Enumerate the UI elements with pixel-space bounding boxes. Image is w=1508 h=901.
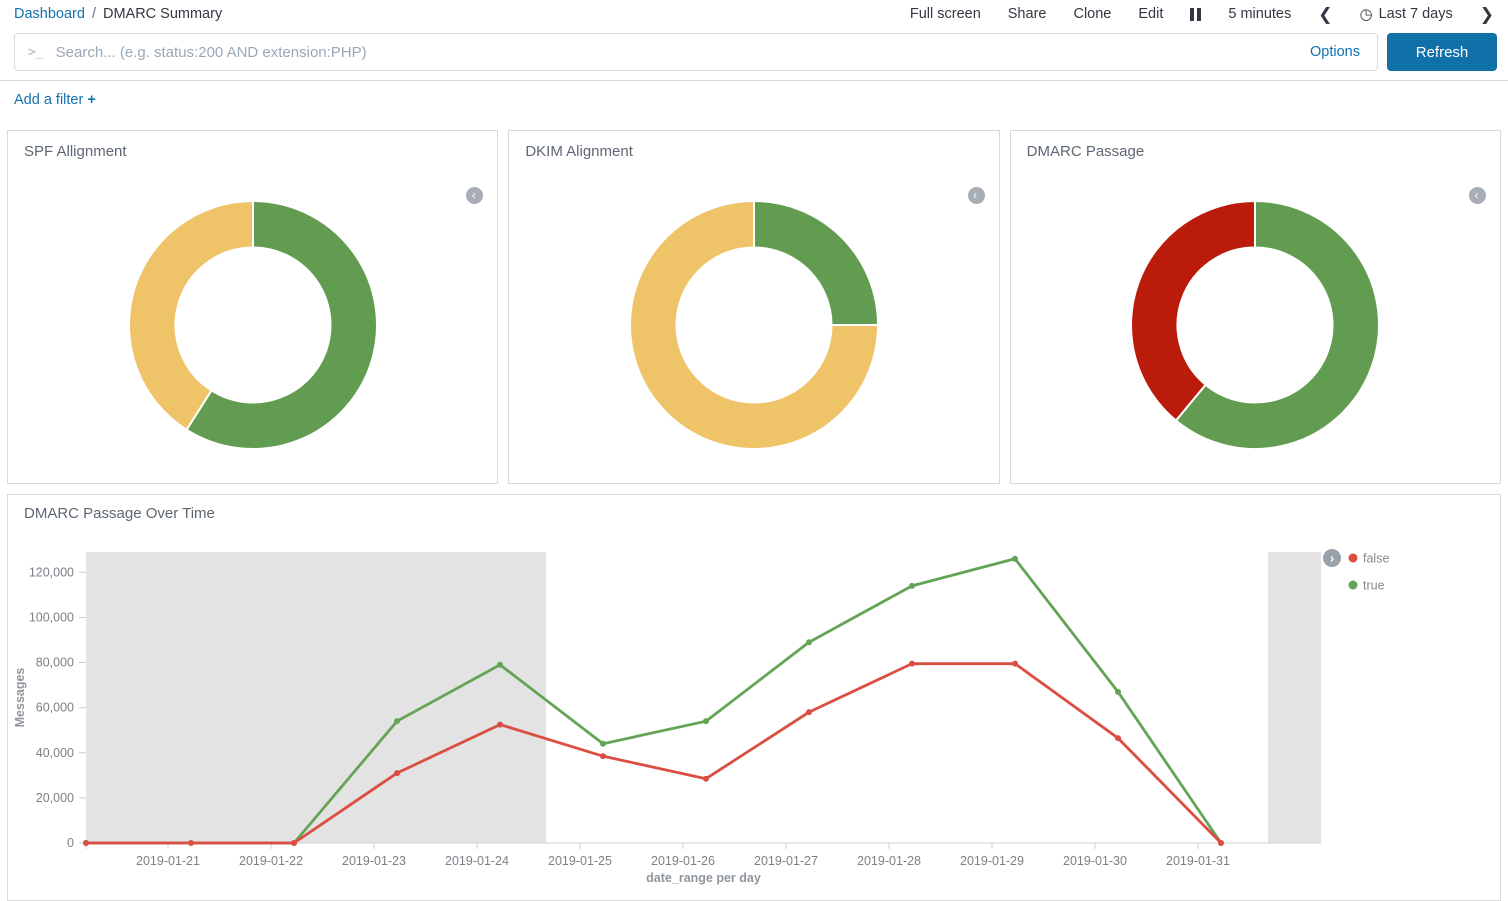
data-point-false [497,722,503,728]
data-point-false [1115,735,1121,741]
y-tick-label: 120,000 [29,565,74,579]
x-tick-label: 2019-01-31 [1166,854,1230,868]
data-point-false [291,840,297,846]
breadcrumb-separator: / [92,6,96,22]
nav-item-clone[interactable]: Clone [1073,6,1111,22]
page-title: DMARC Summary [103,6,222,22]
panel-title: DMARC Passage Over Time [8,495,1500,522]
plus-icon: + [87,92,95,108]
data-point-false [188,840,194,846]
panel-collapse-chevron-icon[interactable]: ‹ [968,187,985,204]
nav-menu: Full screen Share Clone Edit 5 minutes ❮ ◷ … [910,6,1494,23]
data-point-false [1218,840,1224,846]
refresh-interval-picker[interactable]: 5 minutes [1228,6,1291,22]
nav-item-full-screen[interactable]: Full screen [910,6,981,22]
dkim-donut-chart [619,190,889,460]
data-point-true [1012,556,1018,562]
options-link[interactable]: Options [1293,44,1377,60]
terminal-prompt-icon: >_ [15,45,54,60]
add-filter-label: Add a filter [14,92,83,108]
add-filter-link[interactable]: Add a filter+ [14,92,96,108]
legend-dot-false [1349,554,1358,563]
pause-icon[interactable] [1190,8,1201,21]
time-back-chevron-icon[interactable]: ❮ [1318,6,1332,23]
time-forward-chevron-icon[interactable]: ❯ [1480,6,1494,23]
data-point-true [394,718,400,724]
y-tick-label: 20,000 [36,791,74,805]
x-tick-label: 2019-01-25 [548,854,612,868]
data-point-true [600,741,606,747]
chart-legend: › false true [1323,549,1389,593]
legend-label-false: false [1363,552,1389,566]
breadcrumb-dashboard-link[interactable]: Dashboard [14,6,85,22]
x-tick-label: 2019-01-28 [857,854,921,868]
data-point-false [394,770,400,776]
legend-toggle-chevron-glyph: › [1330,551,1334,566]
x-tick-label: 2019-01-22 [239,854,303,868]
panel-spf-allignment: SPF Allignment ‹ [7,130,498,484]
time-range-label: Last 7 days [1379,6,1453,22]
panel-title: DMARC Passage [1011,131,1500,160]
panel-title: DKIM Alignment [509,131,998,160]
donut-slice-1[interactable] [1131,201,1255,421]
x-tick-label: 2019-01-29 [960,854,1024,868]
search-box: >_ Options [14,33,1378,71]
y-tick-label: 40,000 [36,746,74,760]
panel-dkim-alignment: DKIM Alignment ‹ [508,130,999,484]
x-tick-label: 2019-01-21 [136,854,200,868]
shaded-region [86,552,546,843]
donut-slice-0[interactable] [754,201,878,325]
panel-title: SPF Allignment [8,131,497,160]
shaded-region [1268,552,1321,843]
refresh-button[interactable]: Refresh [1387,33,1497,71]
x-tick-label: 2019-01-23 [342,854,406,868]
y-tick-label: 80,000 [36,656,74,670]
data-point-true [497,662,503,668]
data-point-false [703,776,709,782]
x-axis-title: date_range per day [646,871,761,885]
panel-collapse-chevron-icon[interactable]: ‹ [1469,187,1486,204]
breadcrumb: Dashboard / DMARC Summary [14,6,222,22]
dmarc-over-time-chart: 2019-01-21 2019-01-22 2019-01-23 2019-01-24… [8,524,1498,896]
search-input[interactable] [54,35,1293,69]
query-bar: >_ Options Refresh [0,26,1508,81]
y-axis-title: Messages [13,668,27,728]
y-tick-label: 0 [67,836,74,850]
legend-dot-true [1349,581,1358,590]
data-point-true [909,583,915,589]
spf-donut-chart [118,190,388,460]
legend-label-true: true [1363,579,1385,593]
data-point-false [600,753,606,759]
legend-item-true[interactable]: true [1349,579,1385,593]
x-tick-label: 2019-01-24 [445,854,509,868]
time-range-picker[interactable]: ◷ Last 7 days [1359,6,1452,22]
top-nav-bar: Dashboard / DMARC Summary Full screen Sha… [0,0,1508,26]
x-tick-label: 2019-01-27 [754,854,818,868]
data-point-false [806,709,812,715]
y-tick-label: 100,000 [29,610,74,624]
dashboard-grid: SPF Allignment ‹ DKIM Alignment ‹ DMARC … [0,121,1508,901]
y-tick-label: 60,000 [36,701,74,715]
clock-icon: ◷ [1359,7,1372,22]
x-tick-label: 2019-01-26 [651,854,715,868]
panel-dmarc-over-time: DMARC Passage Over Time 2019-01-212019-0… [7,494,1501,901]
nav-item-share[interactable]: Share [1008,6,1047,22]
data-point-true [806,639,812,645]
panel-dmarc-passage: DMARC Passage ‹ [1010,130,1501,484]
x-tick-label: 2019-01-30 [1063,854,1127,868]
data-point-false [909,661,915,667]
dmarc-donut-chart [1120,190,1390,460]
data-point-true [1115,689,1121,695]
donut-slice-1[interactable] [129,201,253,430]
data-point-false [1012,661,1018,667]
legend-item-false[interactable]: false [1349,552,1390,566]
filter-bar: Add a filter+ [0,81,1508,121]
nav-item-edit[interactable]: Edit [1138,6,1163,22]
data-point-true [703,718,709,724]
data-point-false [83,840,89,846]
